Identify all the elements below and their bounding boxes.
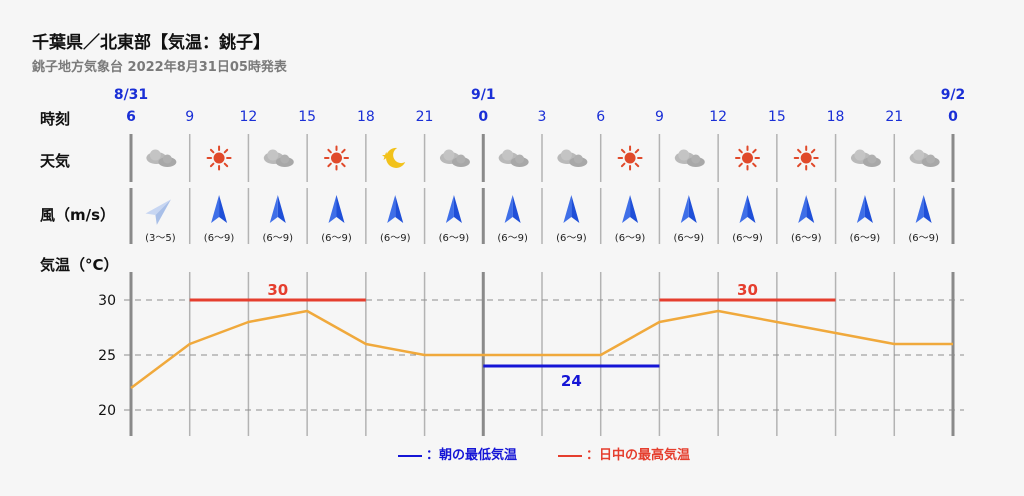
hour-label: 0 [948,109,958,125]
max-temp-label: 30 [737,281,758,299]
y-tick-label: 20 [98,403,116,419]
cloudy-icon [439,149,470,167]
hour-label: 18 [827,109,845,125]
page-title: 千葉県／北東部【気温：銚子】 [32,33,270,53]
wind-arrow-icon [563,195,580,223]
wind-arrow-icon [915,195,932,223]
wind-speed-label: (6〜9) [732,233,763,244]
legend-max-label: ：日中の最高気温 [586,448,691,463]
hour-label: 9 [655,109,664,125]
sunny-icon [323,145,349,171]
wind-arrow-icon [504,195,521,223]
legend-max-swatch [558,454,582,457]
cloudy-icon [557,149,588,167]
wind-speed-label: (6〜9) [674,233,705,244]
legend-min-swatch [398,454,422,457]
wind-speed-label: (3〜5) [145,233,176,244]
wind-speed-label: (6〜9) [850,233,881,244]
sunny-icon [734,145,760,171]
wind-speed-label: (6〜9) [908,233,939,244]
date-label: 8/31 [114,87,148,103]
time-row-label: 時刻 [40,110,71,128]
cloudy-icon [263,149,294,167]
max-temp-label: 30 [267,281,288,299]
hour-label: 3 [538,109,547,125]
hour-label: 18 [357,109,375,125]
legend-max: ：日中の最高気温 [558,444,690,463]
y-tick-label: 30 [98,293,116,309]
moon-icon [382,147,406,168]
wind-arrow-icon [445,195,462,223]
legend-min-label: ：朝の最低気温 [426,448,518,463]
hour-label: 15 [768,109,786,125]
hour-label: 6 [126,109,136,125]
hour-label: 6 [596,109,605,125]
date-label: 9/1 [471,87,496,103]
wind-arrow-icon [145,199,171,225]
wind-row-label: 風（m/s） [40,206,116,224]
sunny-icon [206,145,232,171]
temperature-row-label: 気温（°C） [40,256,119,274]
wind-speed-label: (6〜9) [321,233,352,244]
wind-arrow-icon [622,195,639,223]
sunny-icon [793,145,819,171]
hour-label: 12 [709,109,727,125]
hour-label: 15 [298,109,316,125]
date-label: 9/2 [941,87,966,103]
wind-arrow-icon [211,195,228,223]
wind-arrow-icon [739,195,756,223]
hour-label: 12 [240,109,258,125]
y-tick-label: 25 [98,348,116,364]
hour-label: 9 [185,109,194,125]
cloudy-icon [909,149,940,167]
min-temp-label: 24 [561,372,582,390]
weather-row-label: 天気 [40,152,71,170]
wind-arrow-icon [328,195,345,223]
sunny-icon [617,145,643,171]
wind-speed-label: (6〜9) [497,233,528,244]
wind-speed-label: (6〜9) [204,233,235,244]
wind-arrow-icon [387,195,404,223]
cloudy-icon [850,149,881,167]
wind-arrow-icon [856,195,873,223]
wind-speed-label: (6〜9) [615,233,646,244]
hour-label: 21 [416,109,434,125]
page-subtitle: 銚子地方気象台 2022年8月31日05時発表 [32,60,287,75]
hour-label: 0 [478,109,488,125]
wind-speed-label: (6〜9) [556,233,587,244]
wind-arrow-icon [269,195,286,223]
wind-speed-label: (6〜9) [791,233,822,244]
wind-arrow-icon [680,195,697,223]
legend-min: ：朝の最低気温 [398,444,517,463]
cloudy-icon [674,149,705,167]
wind-speed-label: (6〜9) [380,233,411,244]
wind-speed-label: (6〜9) [263,233,294,244]
wind-speed-label: (6〜9) [439,233,470,244]
wind-arrow-icon [798,195,815,223]
cloudy-icon [146,149,177,167]
hour-label: 21 [885,109,903,125]
cloudy-icon [498,149,529,167]
